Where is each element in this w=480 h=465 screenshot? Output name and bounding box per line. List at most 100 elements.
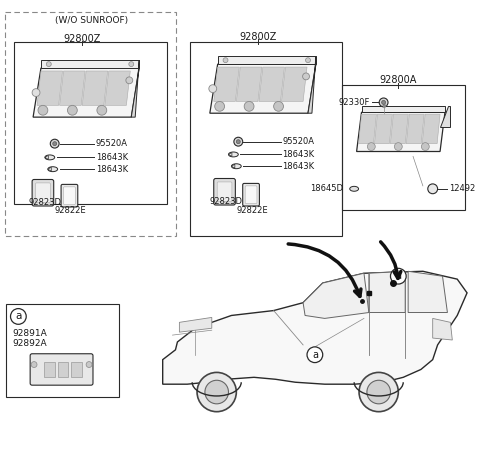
Bar: [190, 41, 342, 236]
Text: 92892A: 92892A: [12, 339, 47, 348]
Circle shape: [31, 362, 37, 367]
Polygon shape: [33, 68, 139, 117]
Ellipse shape: [228, 152, 238, 157]
Polygon shape: [37, 71, 62, 106]
Circle shape: [32, 89, 40, 97]
Polygon shape: [432, 319, 452, 340]
FancyBboxPatch shape: [245, 186, 257, 204]
Text: 95520A: 95520A: [96, 139, 128, 148]
FancyBboxPatch shape: [243, 183, 259, 206]
Polygon shape: [422, 114, 440, 144]
Circle shape: [428, 184, 438, 194]
Polygon shape: [308, 56, 316, 113]
Polygon shape: [131, 60, 139, 117]
Text: 92822E: 92822E: [55, 206, 86, 215]
Polygon shape: [281, 67, 307, 101]
Bar: [5, 12, 177, 236]
Circle shape: [38, 106, 48, 115]
Bar: [72, 362, 82, 377]
Circle shape: [197, 372, 236, 412]
Text: 92823D: 92823D: [210, 197, 243, 206]
FancyBboxPatch shape: [30, 354, 93, 385]
Polygon shape: [82, 71, 108, 106]
Text: a: a: [396, 271, 401, 281]
Text: 18643K: 18643K: [282, 162, 314, 171]
Circle shape: [302, 73, 310, 80]
Polygon shape: [390, 114, 408, 144]
Ellipse shape: [231, 164, 241, 169]
Circle shape: [50, 139, 59, 148]
Circle shape: [47, 62, 51, 66]
Circle shape: [234, 137, 243, 146]
Text: 18645D: 18645D: [311, 184, 343, 193]
Ellipse shape: [350, 186, 359, 191]
Circle shape: [307, 347, 323, 363]
Text: 12492: 12492: [449, 184, 476, 193]
Text: 92891A: 92891A: [12, 329, 47, 338]
Bar: [44, 362, 55, 377]
Text: 92823D: 92823D: [28, 198, 61, 207]
Polygon shape: [45, 155, 48, 159]
Text: a: a: [15, 312, 22, 321]
Polygon shape: [60, 71, 85, 106]
Polygon shape: [41, 60, 139, 68]
Circle shape: [11, 309, 26, 324]
Circle shape: [129, 62, 134, 66]
Polygon shape: [259, 67, 285, 101]
Text: 92800Z: 92800Z: [239, 32, 276, 42]
Circle shape: [395, 143, 402, 151]
Bar: [14, 41, 167, 204]
Circle shape: [205, 380, 228, 404]
Circle shape: [126, 77, 133, 84]
Text: 18643K: 18643K: [282, 150, 314, 159]
Circle shape: [86, 362, 92, 367]
Circle shape: [390, 268, 406, 284]
Text: 92330F: 92330F: [338, 98, 370, 107]
Circle shape: [421, 143, 429, 151]
Circle shape: [223, 58, 228, 63]
Polygon shape: [180, 318, 212, 332]
Circle shape: [209, 85, 216, 93]
Polygon shape: [214, 67, 239, 101]
Text: 92800A: 92800A: [380, 75, 417, 85]
Ellipse shape: [45, 155, 55, 160]
Bar: [58, 362, 69, 377]
Polygon shape: [359, 114, 376, 144]
FancyBboxPatch shape: [32, 179, 54, 206]
Circle shape: [359, 372, 398, 412]
Polygon shape: [217, 56, 316, 64]
Circle shape: [379, 98, 388, 107]
Circle shape: [382, 100, 385, 104]
Text: 92800Z: 92800Z: [63, 33, 101, 44]
Circle shape: [367, 143, 375, 151]
Polygon shape: [357, 112, 445, 152]
FancyBboxPatch shape: [214, 179, 235, 205]
Circle shape: [236, 140, 240, 144]
Circle shape: [97, 106, 107, 115]
Circle shape: [367, 380, 390, 404]
Polygon shape: [303, 273, 369, 319]
FancyBboxPatch shape: [217, 182, 232, 201]
Text: a: a: [312, 350, 318, 360]
Circle shape: [306, 58, 311, 63]
Polygon shape: [48, 167, 51, 171]
Polygon shape: [105, 71, 130, 106]
Bar: [342, 85, 465, 210]
Polygon shape: [163, 271, 467, 384]
FancyBboxPatch shape: [63, 187, 75, 205]
Polygon shape: [228, 153, 232, 156]
Bar: [6, 304, 119, 397]
Ellipse shape: [48, 167, 58, 172]
Text: 18643K: 18643K: [96, 153, 128, 162]
Circle shape: [244, 101, 254, 111]
Polygon shape: [210, 64, 316, 113]
Circle shape: [274, 101, 284, 111]
Polygon shape: [361, 106, 445, 112]
Polygon shape: [406, 114, 424, 144]
Polygon shape: [231, 164, 235, 168]
FancyBboxPatch shape: [36, 183, 50, 203]
Polygon shape: [369, 271, 405, 312]
Polygon shape: [408, 271, 447, 312]
Text: 92822E: 92822E: [236, 206, 268, 215]
Polygon shape: [440, 106, 450, 127]
